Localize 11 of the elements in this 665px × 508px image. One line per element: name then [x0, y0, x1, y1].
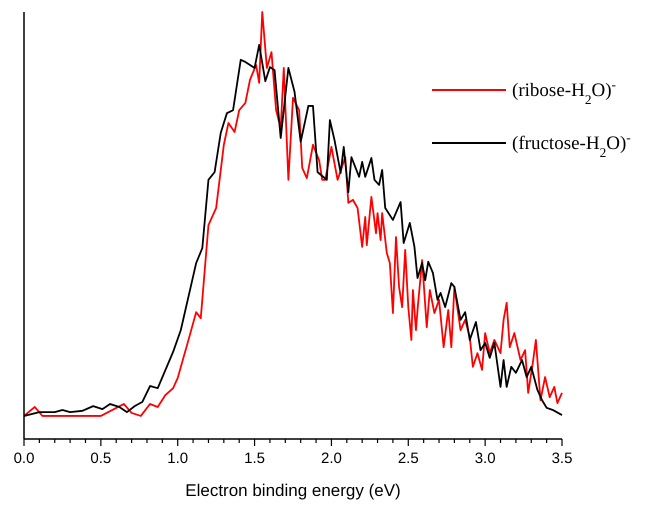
x-tick-label: 3.0 [474, 450, 496, 467]
legend-label: (fructose-H$_{2}$O)$^{-}$ [512, 130, 631, 160]
x-axis-title: Electron binding energy (eV) [185, 481, 401, 500]
legend-label: (ribose-H$_{2}$O)$^{-}$ [512, 76, 616, 106]
x-tick-label: 1.5 [244, 450, 265, 467]
x-tick-label: 0.0 [14, 450, 34, 467]
x-tick-label: 1.0 [167, 450, 188, 467]
x-tick-label: 0.5 [90, 450, 112, 467]
x-tick-label: 2.0 [321, 450, 342, 467]
x-tick-label: 3.5 [552, 450, 572, 467]
x-tick-label: 2.5 [398, 450, 419, 467]
